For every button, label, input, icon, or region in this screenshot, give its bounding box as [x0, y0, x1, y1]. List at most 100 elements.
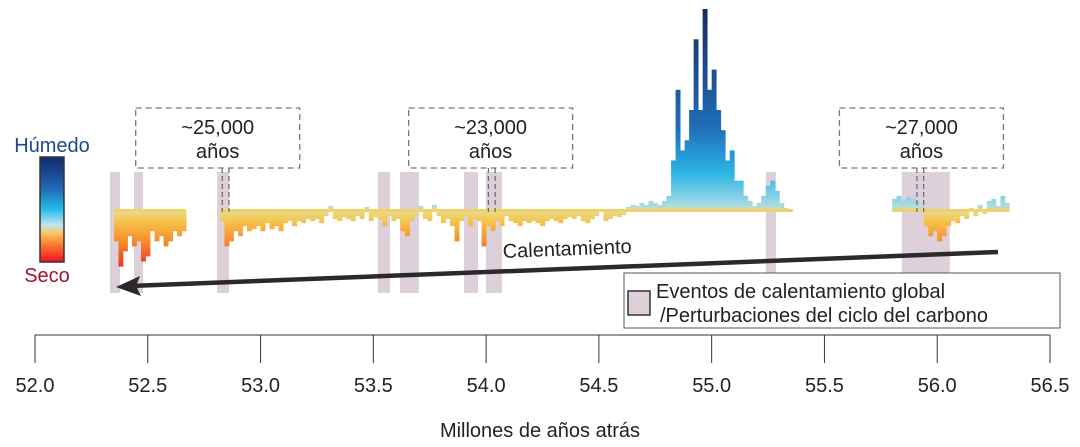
callout-unit: años	[469, 141, 512, 163]
series-bar	[224, 211, 230, 247]
series-bar	[373, 211, 379, 218]
series-bar	[177, 211, 183, 237]
series-bar	[941, 211, 947, 237]
x-tick-label: 56.5	[1031, 375, 1070, 397]
series-bar	[616, 211, 622, 218]
series-bar	[986, 200, 992, 211]
series-bar	[154, 211, 160, 242]
series-bar	[127, 211, 133, 237]
series-bar	[355, 211, 361, 217]
series-bar	[441, 211, 446, 224]
series-bar	[905, 196, 911, 211]
series-bar	[391, 211, 397, 222]
x-tick-label: 56.0	[918, 375, 957, 397]
event-band	[217, 172, 229, 293]
arrowhead-icon	[116, 276, 141, 296]
x-tick-label: 52.5	[128, 375, 167, 397]
series-bar	[395, 211, 401, 220]
series-baseline	[113, 209, 187, 212]
series-bar	[634, 205, 640, 211]
series-bar	[923, 211, 929, 227]
series-bar	[422, 211, 428, 220]
series-bar	[702, 9, 708, 211]
series-bar	[159, 211, 164, 237]
series-bar	[131, 211, 137, 247]
event-band	[485, 172, 502, 293]
series-bar	[409, 211, 415, 222]
series-bar	[671, 160, 676, 211]
series-bar	[919, 205, 925, 211]
series-bar	[513, 211, 519, 224]
warming-arrow-line	[122, 249, 999, 290]
x-axis: 52.0 52.5 53.0 53.5 54.0 54.5 55.0 55.5 56.0 56.5	[16, 334, 1070, 397]
callout-unit: años	[196, 141, 239, 163]
series-bar	[738, 180, 744, 211]
series-bar	[486, 211, 492, 227]
series-bar	[725, 160, 731, 211]
series-bar	[526, 211, 532, 224]
series-bar	[181, 211, 187, 232]
series-bar	[163, 211, 169, 247]
series-bar	[594, 211, 600, 217]
series-bar	[413, 211, 419, 217]
series-bar	[477, 211, 482, 222]
series-bar	[504, 211, 510, 217]
series-bar	[260, 211, 266, 232]
series-bar	[991, 198, 997, 211]
series-bar	[332, 211, 338, 220]
series-bar	[734, 180, 740, 211]
series-bar	[558, 211, 564, 224]
series-bar	[914, 200, 920, 211]
series-bar	[301, 211, 307, 224]
series-bar	[946, 211, 952, 227]
color-scale-bottom-label: Seco	[24, 265, 70, 287]
series-bar	[517, 211, 523, 227]
series-bar	[386, 211, 392, 217]
series-bar	[743, 195, 749, 211]
series-bar	[400, 211, 406, 232]
series-bar	[145, 211, 151, 257]
series-bar	[576, 211, 582, 217]
series-bar	[544, 211, 550, 222]
legend-line-1: Eventos de calentamiento global	[656, 281, 945, 303]
series-bar	[648, 200, 654, 211]
x-tick-label: 53.0	[241, 375, 280, 397]
series-bar	[747, 200, 753, 211]
series-bar	[607, 211, 613, 220]
callout-unit: años	[900, 141, 943, 163]
series-bar	[770, 180, 776, 211]
series-bar	[445, 211, 451, 220]
series-bar	[256, 211, 261, 227]
series-bar	[973, 211, 979, 217]
callout-period: ~25,000	[181, 117, 254, 139]
series-bar	[982, 211, 988, 215]
series-bar	[698, 110, 704, 211]
series-bar	[779, 202, 785, 211]
series-bar	[459, 211, 464, 222]
color-scale-bar	[39, 156, 65, 263]
x-tick-label: 55.5	[805, 375, 844, 397]
series-bar	[910, 198, 916, 211]
series-bar	[937, 211, 943, 242]
series-bar	[377, 211, 383, 220]
series-bar	[720, 130, 726, 211]
series-bar	[481, 211, 487, 247]
series-bar	[219, 211, 225, 222]
legend-line-2: /Perturbaciones del ciclo del carbono	[660, 305, 988, 327]
series-bar	[630, 204, 636, 211]
series-bar	[684, 140, 690, 211]
series-bar	[495, 211, 501, 222]
series-bar	[341, 211, 347, 218]
series-bar	[928, 211, 934, 237]
series-bar	[531, 211, 537, 222]
series-bar	[468, 211, 473, 227]
series-bar	[711, 69, 717, 211]
series-bar	[765, 185, 771, 211]
color-scale: Húmedo Seco	[14, 135, 90, 287]
series-bar	[118, 211, 124, 267]
callout-period: ~27,000	[885, 117, 958, 139]
series-bar	[251, 211, 257, 230]
event-band	[377, 172, 391, 293]
series-bar	[707, 89, 713, 211]
